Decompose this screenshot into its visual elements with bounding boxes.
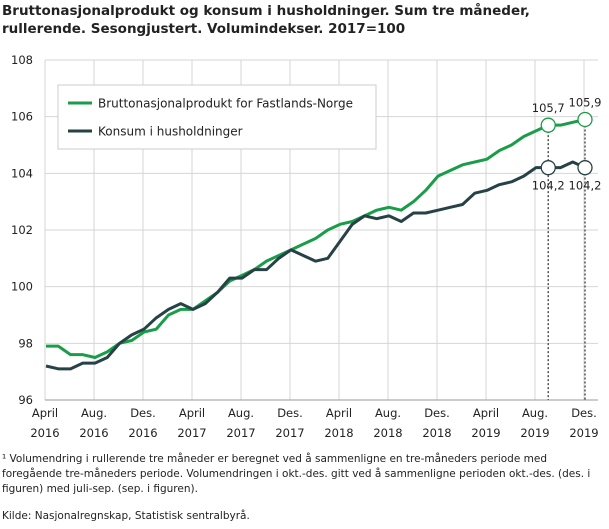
y-tick-label: 96 xyxy=(18,393,33,407)
x-tick-label-month: April xyxy=(473,406,499,420)
x-tick-label-month: Aug. xyxy=(81,406,107,420)
x-tick-label-month: Aug. xyxy=(375,406,401,420)
x-tick-label-year: 2018 xyxy=(373,426,402,440)
data-label: 105,7 xyxy=(532,101,565,115)
x-tick-label-year: 2016 xyxy=(128,426,157,440)
y-tick-label: 100 xyxy=(11,280,33,294)
x-tick-label-month: Aug. xyxy=(228,406,254,420)
x-tick-label-month: April xyxy=(32,406,58,420)
y-tick-label: 102 xyxy=(11,223,33,237)
data-label: 105,9 xyxy=(569,96,602,110)
x-tick-label-year: 2017 xyxy=(275,426,304,440)
x-tick-label-year: 2016 xyxy=(30,426,59,440)
data-label: 104,2 xyxy=(569,179,602,193)
y-tick-label: 104 xyxy=(11,166,33,180)
annotation-marker xyxy=(540,160,556,176)
x-tick-label-month: Des. xyxy=(571,406,597,420)
x-tick-label-month: Des. xyxy=(424,406,450,420)
series-line-1 xyxy=(45,160,586,371)
x-tick-label-month: Des. xyxy=(130,406,156,420)
legend-label: Bruttonasjonalprodukt for Fastlands-Norg… xyxy=(98,97,353,111)
annotation-marker xyxy=(540,117,556,133)
x-tick-label-month: Aug. xyxy=(522,406,548,420)
y-tick-label: 98 xyxy=(18,336,33,350)
x-tick-label-year: 2019 xyxy=(520,426,549,440)
legend-box xyxy=(57,84,377,150)
line-chart: 96 98 100 102 104 106 108 April 2016 Aug. 2016 Des.… xyxy=(11,53,602,440)
source: Kilde: Nasjonalregnskap, Statistisk sent… xyxy=(2,510,250,522)
series-line-0 xyxy=(46,118,586,359)
y-tick-label: 108 xyxy=(11,53,33,67)
y-tick-label: 106 xyxy=(11,110,33,124)
x-tick-label-year: 2016 xyxy=(79,426,108,440)
x-tick-label-year: 2019 xyxy=(569,426,598,440)
x-tick-label-year: 2017 xyxy=(226,426,255,440)
footnote: ¹ Volumendring i rullerende tre måneder … xyxy=(2,453,591,495)
x-tick-label-month: April xyxy=(179,406,205,420)
data-label: 104,2 xyxy=(532,179,565,193)
x-tick-label-month: Des. xyxy=(277,406,303,420)
chart-title: Bruttonasjonalprodukt og konsum i hushol… xyxy=(2,3,530,37)
x-tick-label-year: 2018 xyxy=(324,426,353,440)
annotation-marker xyxy=(577,160,593,176)
annotation-marker xyxy=(577,111,593,128)
x-tick-label-year: 2019 xyxy=(471,426,500,440)
x-tick-label-month: April xyxy=(326,406,352,420)
x-tick-label-year: 2018 xyxy=(422,426,451,440)
legend-label: Konsum i husholdninger xyxy=(98,125,243,139)
x-tick-label-year: 2017 xyxy=(177,426,206,440)
